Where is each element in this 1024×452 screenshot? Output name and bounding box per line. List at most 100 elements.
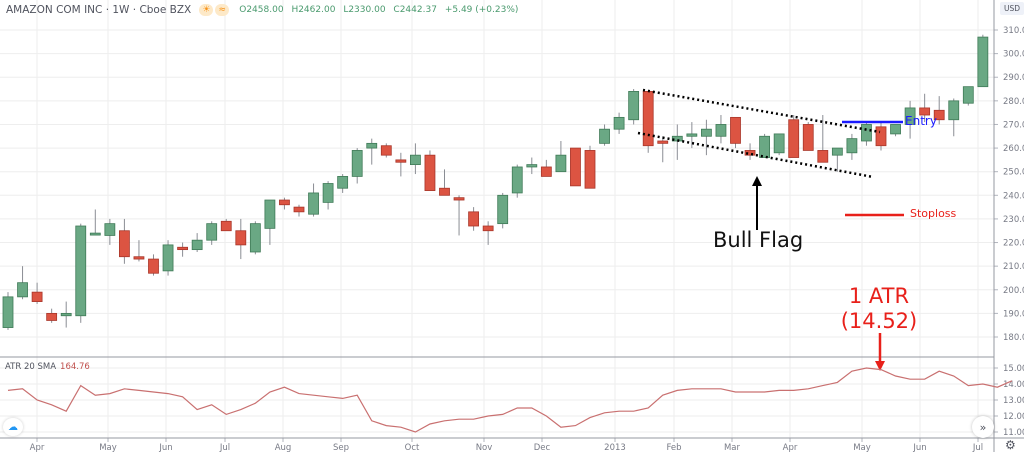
y-tick-label: 190.00 xyxy=(1003,309,1024,319)
candle-body[interactable] xyxy=(657,140,669,144)
atr-annotation-line1: 1 ATR xyxy=(848,284,910,308)
candle-body[interactable] xyxy=(613,116,625,130)
candle-body[interactable] xyxy=(177,246,189,251)
candle-body[interactable] xyxy=(249,223,261,253)
candle-body[interactable] xyxy=(482,225,494,232)
candle-body[interactable] xyxy=(395,159,407,163)
atr-y-tick-label: 11.00 xyxy=(1003,428,1024,438)
candle-body[interactable] xyxy=(89,232,101,236)
candle-body[interactable] xyxy=(264,199,276,229)
candle-body[interactable] xyxy=(933,109,945,121)
y-tick-label: 210.00 xyxy=(1003,262,1024,272)
candle-body[interactable] xyxy=(890,124,901,135)
arrow-head-icon xyxy=(752,176,762,186)
candle-body[interactable] xyxy=(628,91,640,121)
candle-body[interactable] xyxy=(730,116,741,144)
candle-body[interactable] xyxy=(570,147,581,187)
candle-body[interactable] xyxy=(831,147,843,156)
candle-body[interactable] xyxy=(337,176,349,189)
low-value: L2330.00 xyxy=(343,5,386,15)
candle-body[interactable] xyxy=(453,197,465,201)
sun-icon[interactable]: ☀ xyxy=(199,4,214,16)
candle-body[interactable] xyxy=(773,133,785,154)
candle-body[interactable] xyxy=(293,206,305,213)
candle-body[interactable] xyxy=(599,128,610,144)
candle-body[interactable] xyxy=(235,230,247,246)
candle-body[interactable] xyxy=(962,86,974,104)
flag-upper-trendline[interactable] xyxy=(642,88,881,134)
candle-body[interactable] xyxy=(759,135,770,158)
candle-body[interactable] xyxy=(555,154,567,173)
candle-body[interactable] xyxy=(744,150,756,156)
atr-line[interactable] xyxy=(7,367,1013,433)
candle-body[interactable] xyxy=(686,133,698,137)
candle-body[interactable] xyxy=(308,192,319,215)
candle-body[interactable] xyxy=(861,124,872,142)
candle-body[interactable] xyxy=(424,154,436,191)
x-tick-label: Jul xyxy=(972,443,983,452)
candle-body[interactable] xyxy=(380,145,392,156)
candle-body[interactable] xyxy=(540,166,552,177)
scroll-to-realtime-button[interactable]: » xyxy=(972,416,994,438)
atr-legend-label[interactable]: ATR 20 SMA xyxy=(5,362,57,372)
candle-body[interactable] xyxy=(133,256,145,260)
candle-body[interactable] xyxy=(162,244,174,272)
x-tick-label: Sep xyxy=(333,443,349,452)
candle-body[interactable] xyxy=(148,258,159,274)
candle-body[interactable] xyxy=(119,230,130,258)
candle-body[interactable] xyxy=(817,150,829,163)
x-tick-label: May xyxy=(853,443,871,452)
candle-body[interactable] xyxy=(904,107,916,125)
candle-body[interactable] xyxy=(468,211,480,227)
candle-body[interactable] xyxy=(220,220,232,232)
atr-y-tick-label: 13.00 xyxy=(1003,396,1024,406)
gear-icon[interactable]: ⚙ xyxy=(1005,438,1016,452)
candle-body[interactable] xyxy=(206,223,218,241)
tradingview-logo-icon[interactable]: ☁ xyxy=(3,418,23,436)
candle-body[interactable] xyxy=(948,100,960,121)
candle-body[interactable] xyxy=(75,225,87,317)
y-tick-label: 270.00 xyxy=(1003,120,1024,130)
chart-header: AMAZON COM INC · 1W · Cboe BZX ☀ ≈ O2458… xyxy=(6,2,523,18)
candle-body[interactable] xyxy=(788,119,800,158)
candle-body[interactable] xyxy=(31,291,43,302)
candle-body[interactable] xyxy=(104,223,116,236)
atr-y-tick-label: 14.00 xyxy=(1003,380,1024,390)
candle-body[interactable] xyxy=(46,312,58,321)
candle-body[interactable] xyxy=(642,91,654,147)
candle-body[interactable] xyxy=(279,199,290,206)
x-tick-label: Jul xyxy=(219,443,230,452)
candle-body[interactable] xyxy=(875,126,887,147)
candle-body[interactable] xyxy=(17,282,28,298)
x-tick-label: Dec xyxy=(534,443,551,452)
y-tick-label: 230.00 xyxy=(1003,215,1024,225)
candle-body[interactable] xyxy=(846,138,858,154)
currency-label[interactable]: USD xyxy=(1000,2,1024,15)
x-tick-label: Apr xyxy=(30,443,45,452)
candle-body[interactable] xyxy=(439,187,450,196)
candle-body[interactable] xyxy=(584,150,596,189)
y-tick-label: 260.00 xyxy=(1003,144,1024,154)
candle-body[interactable] xyxy=(351,150,363,177)
symbol-title[interactable]: AMAZON COM INC · 1W · Cboe BZX xyxy=(6,4,192,16)
candle-body[interactable] xyxy=(322,183,334,203)
atr-y-tick-label: 12.00 xyxy=(1003,412,1024,422)
open-value: O2458.00 xyxy=(239,5,284,15)
candle-body[interactable] xyxy=(497,194,509,225)
candle-body[interactable] xyxy=(60,312,72,317)
candle-body[interactable] xyxy=(715,124,727,137)
candle-body[interactable] xyxy=(366,142,378,149)
candle-body[interactable] xyxy=(977,36,989,88)
candle-body[interactable] xyxy=(701,128,712,137)
x-tick-label: Mar xyxy=(724,443,741,452)
candle-body[interactable] xyxy=(526,164,538,168)
entry-label: Entry xyxy=(905,114,937,128)
candle-body[interactable] xyxy=(2,296,14,328)
candle-body[interactable] xyxy=(409,154,421,166)
candle-body[interactable] xyxy=(511,166,523,194)
candle-body[interactable] xyxy=(802,124,814,151)
candle-body[interactable] xyxy=(191,239,203,251)
candle-body[interactable] xyxy=(919,107,931,116)
waves-icon[interactable]: ≈ xyxy=(215,4,230,16)
